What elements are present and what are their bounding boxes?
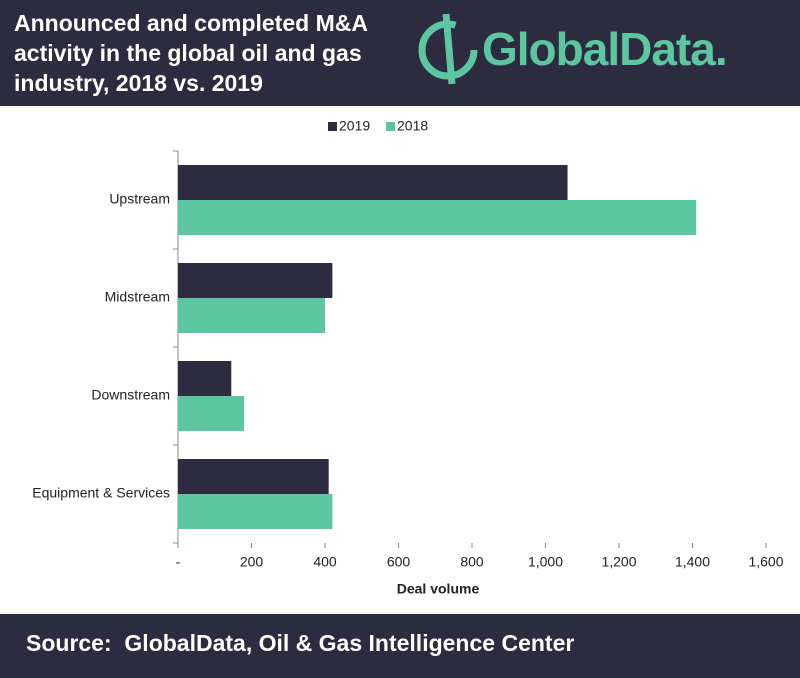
bar [178,396,245,431]
y-tick-label: Upstream [109,191,170,207]
x-tick-label: 1,200 [601,554,636,570]
y-tick-label: Equipment & Services [32,485,170,501]
x-tick-label: 400 [313,554,337,570]
logo-icon [418,13,478,85]
legend-label: 2019 [339,118,370,134]
bar [178,298,325,333]
x-tick-label: 1,600 [748,554,783,570]
bar [178,263,333,298]
bar [178,459,329,494]
title: Announced and completed M&A activity in … [14,10,368,96]
x-tick-label: 600 [387,554,411,570]
bar [178,165,568,200]
footer: Source: GlobalData, Oil & Gas Intelligen… [0,614,800,678]
x-tick-label: 1,400 [675,554,710,570]
chart: - 200 400 600 800 1,000 1,200 1,400 1,600 Deal vo… [32,118,783,597]
logo: GlobalData. [482,23,728,75]
x-tick-label: 200 [240,554,264,570]
x-tick-label: - [176,554,181,570]
logo-bar [442,13,456,85]
legend-swatch [328,122,337,131]
y-tick-label: Downstream [91,387,170,403]
legend-swatch [386,122,395,131]
bar [178,200,697,235]
source: Source: GlobalData, Oil & Gas Intelligen… [26,630,575,656]
legend-label: 2018 [397,118,428,134]
x-axis-label: Deal volume [397,581,480,597]
bar [178,494,333,529]
y-tick-label: Midstream [105,289,170,305]
x-tick-label: 1,000 [528,554,563,570]
x-tick-label: 800 [460,554,484,570]
bar [178,361,232,396]
header: Announced and completed M&A activity in … [0,0,800,106]
